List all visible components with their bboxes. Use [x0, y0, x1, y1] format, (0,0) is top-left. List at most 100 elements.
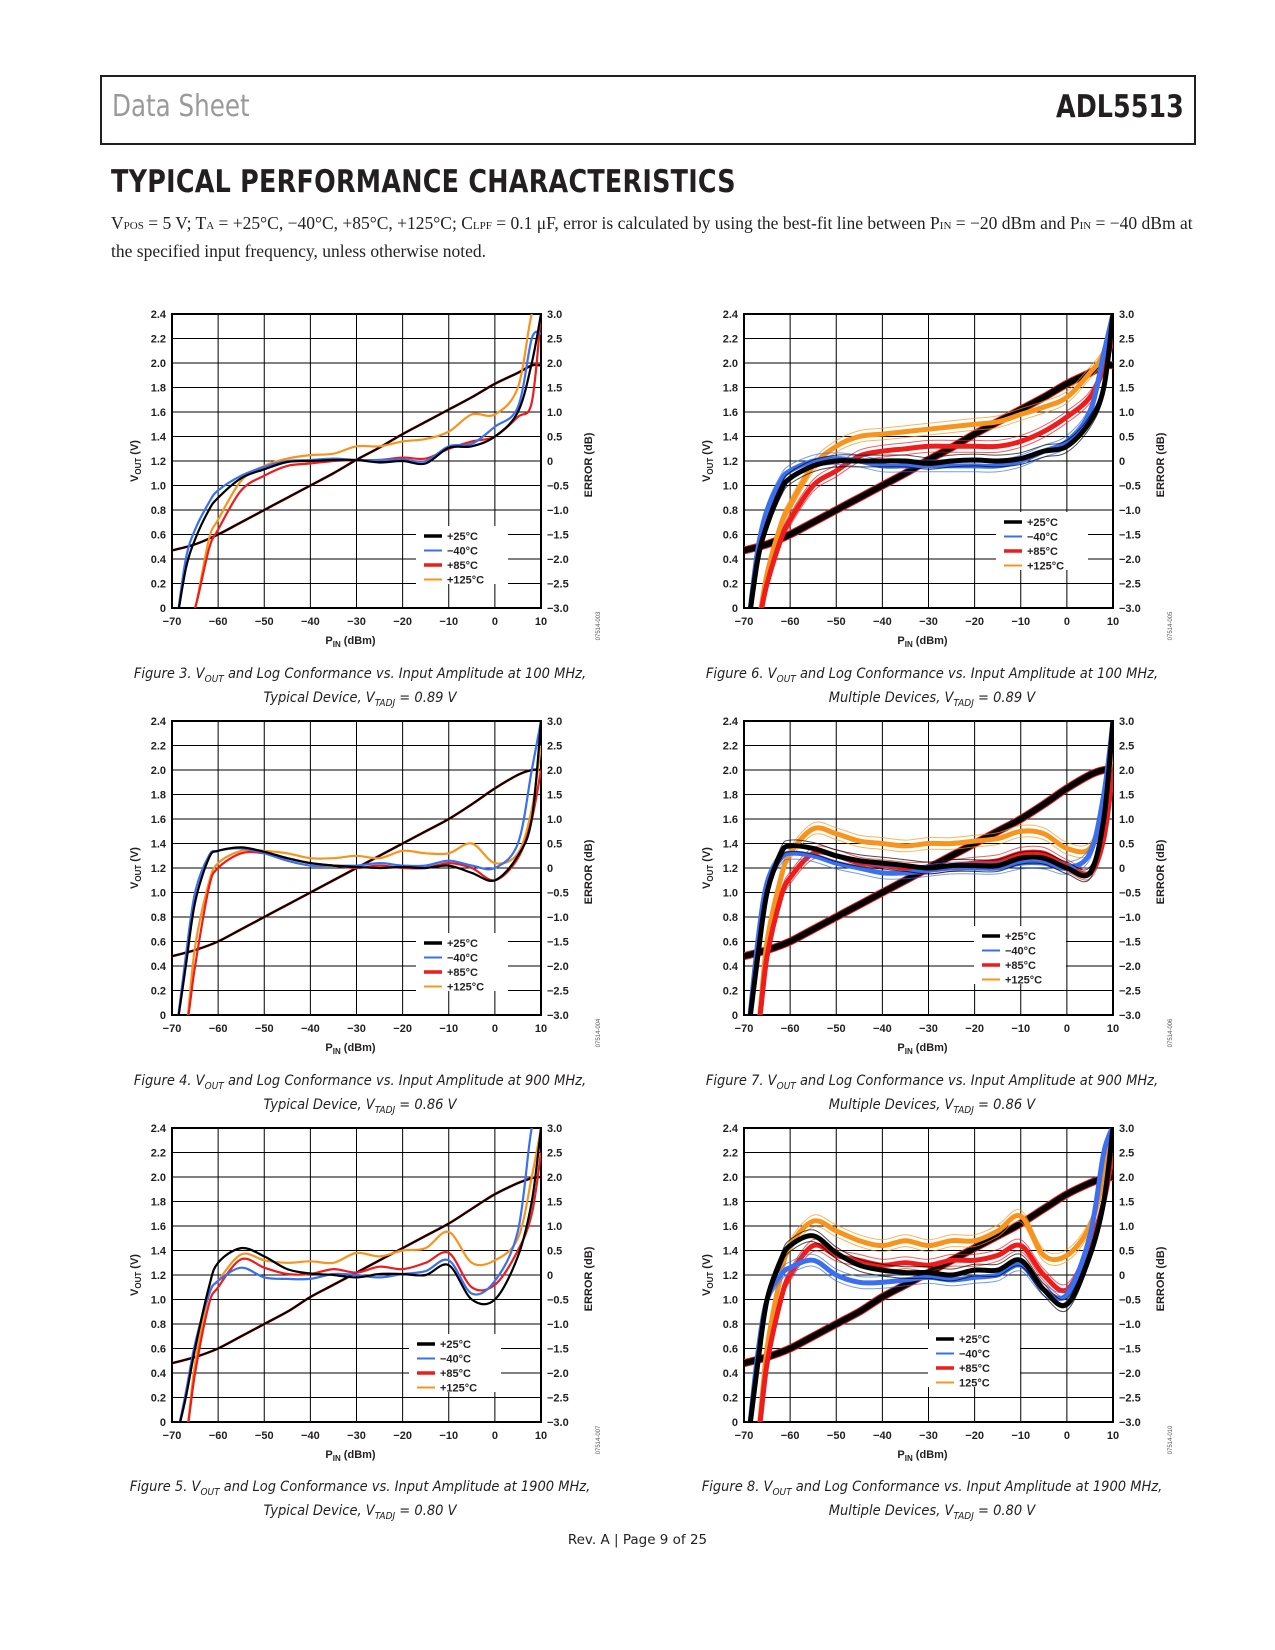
y-right-tick-label: 2.5	[1119, 1148, 1134, 1160]
y-right-tick-label: 1.0	[547, 407, 562, 419]
x-tick-label: −20	[965, 616, 984, 628]
figure-1-chart: 0 0.2 0.4 0.6 0.8 1.0 1.2 1.4 1.6 1.8 2.0 2.2 2.4 −3.…	[112, 304, 622, 649]
x-tick-label: −30	[347, 1023, 366, 1035]
y-left-tick-label: 1.4	[723, 839, 739, 851]
y-left-axis-label-unit: (V)	[701, 847, 713, 865]
y-left-tick-label: 0.4	[151, 961, 167, 973]
y-right-tick-label: −0.5	[547, 888, 569, 900]
y-left-tick-label: 1.2	[151, 1270, 166, 1282]
plot-frame	[743, 720, 1114, 1016]
x-axis-label-unit: (dBm)	[913, 635, 948, 647]
y-left-tick-label: 1.2	[723, 1270, 738, 1282]
chart-svg: 0 0.2 0.4 0.6 0.8 1.0 1.2 1.4 1.6 1.8 2.0 2.2 2.4 −3.…	[129, 716, 602, 1056]
y-left-tick-label: 0.6	[723, 937, 738, 949]
y-left-tick-label: 0.4	[723, 1368, 739, 1380]
vout-line	[744, 766, 1113, 960]
y-right-tick-label: −1.0	[547, 505, 569, 517]
x-axis-label: PIN (dBm)	[897, 635, 948, 649]
y-right-tick-label: −2.0	[1119, 554, 1141, 566]
y-left-tick-label: 1.2	[151, 863, 166, 875]
y-left-axis-label-unit: (V)	[129, 1254, 141, 1272]
intro-text: = 5 V; T	[143, 213, 207, 233]
y-left-tick-label: 2.4	[151, 1123, 167, 1135]
plot-frame	[171, 313, 542, 609]
x-tick-label: 0	[492, 1023, 498, 1035]
y-left-axis-label-unit: (V)	[701, 1254, 713, 1272]
y-right-tick-label: −1.0	[1119, 505, 1141, 517]
x-tick-label: −30	[919, 616, 938, 628]
intro-subscript: IN	[939, 220, 952, 232]
caption-subscript: OUT	[776, 1080, 796, 1092]
error-line-spread	[750, 319, 1113, 608]
y-left-axis-label-text: V	[129, 881, 141, 889]
y-left-tick-label: 0.6	[723, 1344, 738, 1356]
intro-subscript: LPF	[472, 220, 492, 232]
legend: +25°C −40°C +85°C +125°C	[409, 1334, 501, 1395]
chart-svg: 0 0.2 0.4 0.6 0.8 1.0 1.2 1.4 1.6 1.8 2.0 2.2 2.4 −3.…	[129, 1123, 602, 1463]
error-line-spread	[750, 726, 1113, 1015]
error-line-40C	[747, 314, 1113, 608]
x-tick-label: −50	[827, 616, 846, 628]
y-right-tick-label: 3.0	[1119, 1123, 1134, 1135]
caption-text: and Log Conformance vs. Input Amplitude …	[223, 1073, 587, 1089]
y-right-tick-label: 1.5	[1119, 1197, 1134, 1209]
y-right-tick-label: −3.0	[547, 1417, 569, 1429]
x-axis-label-text: P	[325, 635, 332, 647]
y-right-tick-label: 2.0	[1119, 1172, 1134, 1184]
curves	[172, 314, 541, 608]
y-right-axis-label: ERROR (dB)	[1155, 432, 1167, 497]
y-right-tick-label: −1.5	[1119, 937, 1141, 949]
y-right-tick-label: 0.5	[547, 1246, 562, 1258]
x-axis-label: PIN (dBm)	[325, 635, 376, 649]
y-right-tick-label: 0.5	[547, 839, 562, 851]
x-tick-label: −10	[1011, 616, 1030, 628]
y-left-tick-label: 2.0	[151, 1172, 166, 1184]
legend-label: +125°C	[440, 1383, 477, 1395]
y-right-tick-label: 2.0	[1119, 765, 1134, 777]
y-left-tick-label: 0	[732, 1010, 738, 1022]
legend-label: +85°C	[447, 967, 478, 979]
x-axis-label-sub: IN	[905, 1454, 913, 1463]
caption-text: Multiple Devices, V	[828, 689, 954, 706]
y-left-tick-label: 1.6	[723, 1221, 738, 1233]
y-right-tick-label: 2.5	[1119, 334, 1134, 346]
y-right-tick-label: 1.0	[1119, 1221, 1134, 1233]
y-left-tick-label: 0.8	[151, 912, 166, 924]
caption-subscript: OUT	[204, 673, 224, 685]
x-tick-label: −40	[301, 616, 320, 628]
x-tick-label: −50	[827, 1430, 846, 1442]
figure-caption: Figure 7. VOUT and Log Conformance vs. I…	[680, 1072, 1184, 1120]
y-left-tick-label: 2.2	[723, 1148, 738, 1160]
figure-caption: Figure 5. VOUT and Log Conformance vs. I…	[108, 1478, 612, 1526]
x-tick-label: −20	[393, 616, 412, 628]
legend-label: +85°C	[959, 1363, 990, 1375]
x-tick-label: −30	[919, 1430, 938, 1442]
x-tick-label: −70	[163, 1023, 182, 1035]
x-axis-label: PIN (dBm)	[325, 1042, 376, 1056]
x-tick-label: −10	[439, 1430, 458, 1442]
caption-subscript: TADJ	[374, 697, 396, 709]
caption-text: = 0.89 V	[395, 689, 457, 706]
x-tick-label: −50	[827, 1023, 846, 1035]
caption-text: and Log Conformance vs. Input Amplitude …	[795, 1073, 1159, 1089]
error-line-25C	[747, 721, 1113, 1015]
caption-text: and Log Conformance vs. Input Amplitude …	[795, 666, 1159, 682]
error-line-125C	[193, 314, 541, 608]
chart-svg: 0 0.2 0.4 0.6 0.8 1.0 1.2 1.4 1.6 1.8 2.0 2.2 2.4 −3.…	[701, 309, 1174, 649]
y-right-tick-label: −2.0	[547, 554, 569, 566]
caption-text: = 0.86 V	[395, 1096, 457, 1113]
y-right-tick-label: 3.0	[547, 1123, 562, 1135]
section-title: TYPICAL PERFORMANCE CHARACTERISTICS	[111, 164, 736, 200]
error-line-85C	[187, 769, 541, 1015]
x-tick-label: −20	[965, 1430, 984, 1442]
y-right-axis-label: ERROR (dB)	[1155, 839, 1167, 904]
y-right-tick-label: 0	[1119, 1270, 1125, 1282]
figure-code: 07514-010	[1168, 1425, 1174, 1454]
y-left-axis-label-unit: (V)	[129, 440, 141, 458]
x-tick-label: −50	[255, 1023, 274, 1035]
y-left-axis-label-text: V	[701, 474, 713, 482]
y-left-tick-label: 1.2	[723, 456, 738, 468]
plot-frame	[171, 720, 542, 1016]
figure-4-chart: 0 0.2 0.4 0.6 0.8 1.0 1.2 1.4 1.6 1.8 2.0 2.2 2.4 −3.…	[684, 304, 1194, 649]
x-axis-label-sub: IN	[905, 640, 913, 649]
